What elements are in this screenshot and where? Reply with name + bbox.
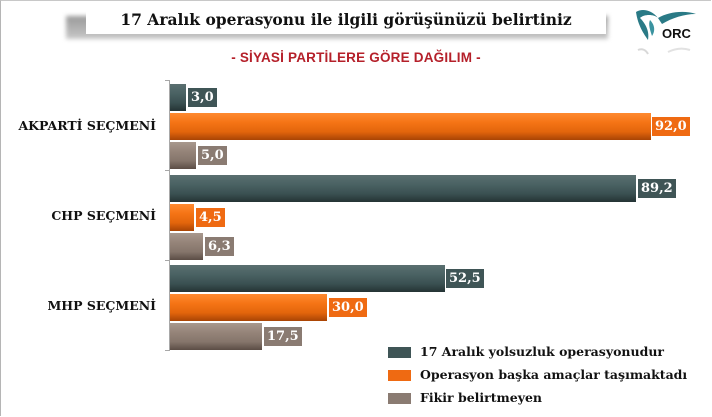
chart-subtitle: - SİYASİ PARTİLERE GÖRE DAĞILIM -	[231, 50, 481, 65]
category-label-akparti: AKPARTİ SEÇMENİ	[18, 118, 156, 133]
bar-mhp-fikir-yok	[170, 323, 262, 350]
value-label: 4,5	[196, 208, 225, 227]
bar-chp-fikir-yok	[170, 233, 203, 260]
legend-swatch-icon	[388, 393, 411, 404]
axis-tick	[165, 80, 170, 81]
category-label-mhp: MHP SEÇMENİ	[47, 298, 156, 313]
orc-logo-icon: ORC	[628, 4, 708, 64]
bar-akparti-yolsuzluk	[170, 84, 186, 111]
category-label-chp: CHP SEÇMENİ	[51, 208, 156, 223]
value-label: 52,5	[446, 269, 484, 288]
bar-mhp-yolsuzluk	[170, 265, 445, 292]
axis-tick	[165, 350, 170, 351]
svg-text:ORC: ORC	[662, 26, 692, 41]
value-label: 30,0	[329, 298, 367, 317]
bar-mhp-baska-amac	[170, 294, 327, 321]
chart-title: 17 Aralık operasyonu ile ilgili görüşünü…	[86, 8, 606, 34]
legend-label: Operasyon başka amaçlar taşımaktadı	[420, 367, 688, 382]
value-label: 5,0	[198, 146, 227, 165]
value-label: 92,0	[652, 117, 690, 136]
value-label: 3,0	[188, 88, 217, 107]
bar-chp-baska-amac	[170, 204, 194, 231]
bar-akparti-baska-amac	[170, 113, 651, 140]
legend-label: Fikir belirtmeyen	[420, 390, 543, 405]
bar-chp-yolsuzluk	[170, 175, 636, 202]
value-label: 17,5	[264, 327, 302, 346]
legend-swatch-icon	[388, 370, 411, 381]
value-label: 6,3	[205, 237, 234, 256]
bar-akparti-fikir-yok	[170, 142, 196, 169]
legend-swatch-icon	[388, 347, 411, 358]
axis-tick	[165, 260, 170, 261]
legend-label: 17 Aralık yolsuzluk operasyonudur	[420, 344, 665, 359]
y-axis	[169, 80, 170, 350]
axis-tick	[165, 170, 170, 171]
value-label: 89,2	[638, 179, 676, 198]
